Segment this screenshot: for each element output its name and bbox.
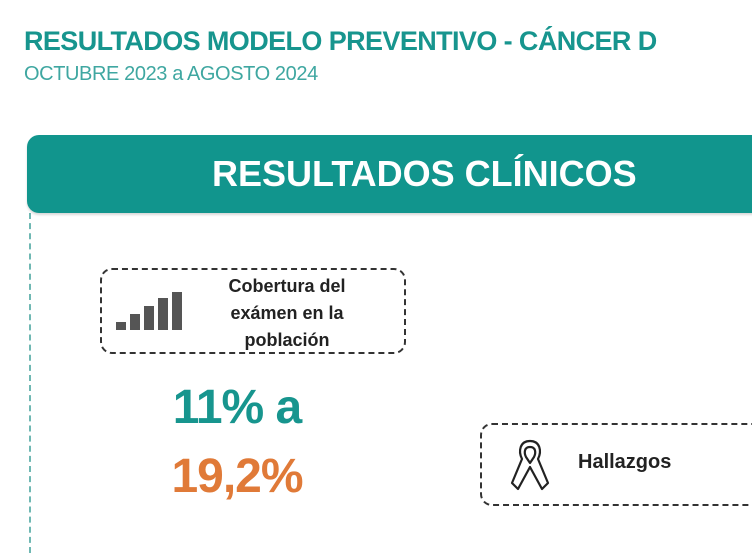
findings-card: Hallazgos (480, 423, 752, 506)
page-subtitle: OCTUBRE 2023 a AGOSTO 2024 (24, 63, 318, 85)
coverage-value-to: 19,2% (171, 450, 303, 503)
coverage-card: Cobertura del exámen en la población (100, 268, 406, 354)
page-title: RESULTADOS MODELO PREVENTIVO - CÁNCER D (24, 26, 657, 56)
section-border (29, 213, 31, 553)
awareness-ribbon-icon (510, 439, 550, 491)
section-title: RESULTADOS CLÍNICOS (212, 153, 637, 194)
coverage-value-from: 11% a (172, 381, 302, 434)
section-banner: RESULTADOS CLÍNICOS (27, 135, 752, 213)
coverage-label: Cobertura del exámen en la población (228, 276, 346, 350)
signal-bars-icon (116, 292, 182, 330)
findings-label: Hallazgos (578, 451, 672, 473)
